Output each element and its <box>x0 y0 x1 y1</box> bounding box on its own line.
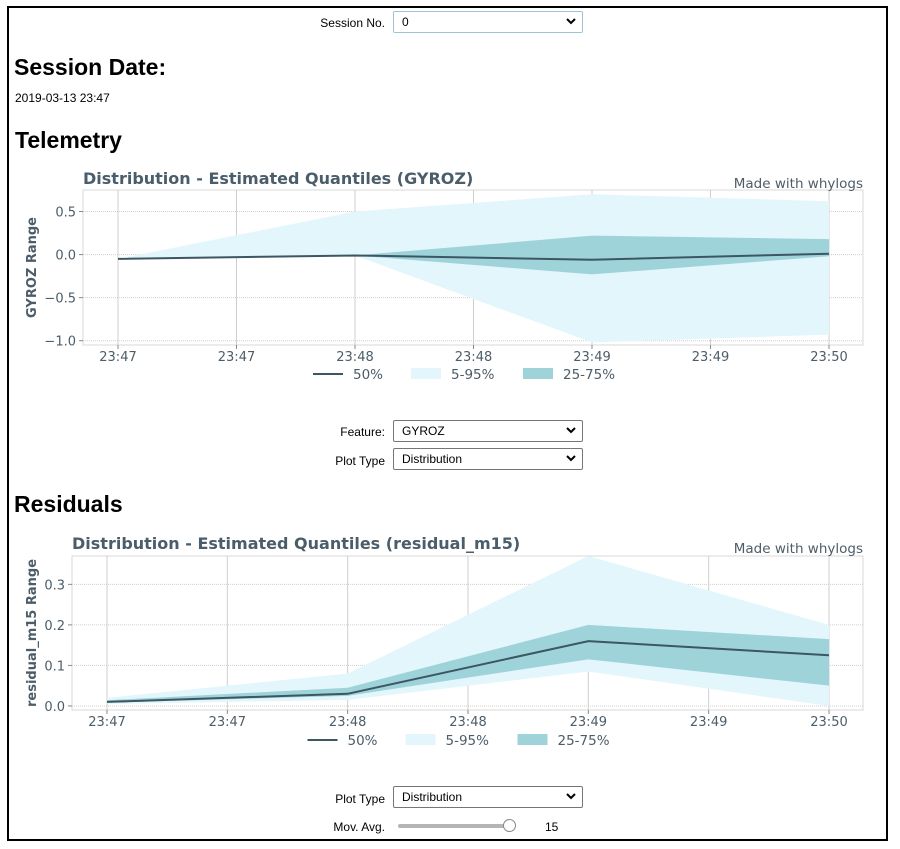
legend-swatch-5-95 <box>405 734 436 745</box>
x-tick-label: 23:50 <box>810 350 847 365</box>
band-5-95 <box>118 194 829 343</box>
mov-avg-label: Mov. Avg. <box>333 820 385 834</box>
x-tick-label: 23:48 <box>336 350 373 365</box>
band-5-95 <box>107 556 829 706</box>
y-tick-label: 0.5 <box>55 206 76 221</box>
median-line <box>117 252 830 261</box>
x-tick-label: 23:47 <box>99 350 136 365</box>
legend-label-median: 50% <box>353 367 383 383</box>
session-date-value: 2019-03-13 23:47 <box>15 91 110 105</box>
x-tick-label: 23:49 <box>690 715 727 730</box>
chevron-down-icon <box>566 427 576 434</box>
mov-avg-slider-track[interactable] <box>398 824 510 828</box>
chevron-down-icon <box>566 455 576 462</box>
session-label: Session No. <box>320 16 385 30</box>
feature-select-value: GYROZ <box>402 424 445 438</box>
x-tick-label: 23:48 <box>329 715 366 730</box>
legend-label-25-75: 25-75% <box>558 733 610 749</box>
y-tick-label: −0.5 <box>44 292 76 307</box>
telemetry-plot-type-value: Distribution <box>402 452 463 466</box>
x-tick-label: 23:47 <box>209 715 246 730</box>
residuals-heading: Residuals <box>14 491 123 517</box>
y-tick-label: 0.1 <box>44 659 65 674</box>
legend-label-25-75: 25-75% <box>563 367 615 383</box>
median-line <box>106 640 830 703</box>
chart-watermark: Made with whylogs <box>734 176 863 192</box>
x-tick-label: 23:49 <box>573 350 610 365</box>
feature-label: Feature: <box>340 425 385 439</box>
y-tick-label: 0.3 <box>44 578 65 593</box>
x-tick-label: 23:49 <box>570 715 607 730</box>
chevron-down-icon <box>566 793 576 800</box>
y-axis-label: GYROZ Range <box>25 217 40 318</box>
y-axis-label: residual_m15 Range <box>25 559 40 707</box>
telemetry-heading: Telemetry <box>15 127 122 153</box>
chart-title: Distribution - Estimated Quantiles (GYRO… <box>83 169 473 188</box>
x-tick-label: 23:47 <box>88 715 125 730</box>
telemetry-plot-type-select[interactable]: Distribution <box>393 448 583 470</box>
legend-label-median: 50% <box>348 733 378 749</box>
y-tick-label: 0.0 <box>55 249 76 264</box>
x-tick-label: 23:50 <box>810 715 847 730</box>
legend-swatch-25-75 <box>517 734 548 745</box>
page-frame <box>7 6 888 841</box>
legend-swatch-25-75 <box>523 368 553 379</box>
legend-swatch-5-95 <box>411 368 441 379</box>
session-select[interactable]: 0 <box>393 11 583 33</box>
residuals-plot-type-select[interactable]: Distribution <box>393 786 583 808</box>
x-tick-label: 23:49 <box>692 350 729 365</box>
chart-title: Distribution - Estimated Quantiles (resi… <box>72 534 520 553</box>
telemetry-plot-type-label: Plot Type <box>335 454 385 468</box>
y-tick-label: 0.0 <box>44 700 65 715</box>
legend-label-5-95: 5-95% <box>451 367 495 383</box>
legend-label-5-95: 5-95% <box>446 733 490 749</box>
x-tick-label: 23:48 <box>455 350 492 365</box>
mov-avg-slider-thumb[interactable] <box>503 819 516 832</box>
chart-watermark: Made with whylogs <box>734 541 863 557</box>
chevron-down-icon <box>566 18 576 25</box>
session-date-heading: Session Date: <box>14 54 167 80</box>
residuals-plot-type-label: Plot Type <box>335 792 385 806</box>
session-select-value: 0 <box>402 15 409 29</box>
x-tick-label: 23:48 <box>449 715 486 730</box>
y-tick-label: 0.2 <box>44 619 65 634</box>
x-tick-label: 23:47 <box>218 350 255 365</box>
band-25-75 <box>118 235 829 275</box>
residuals-plot-type-value: Distribution <box>402 790 463 804</box>
mov-avg-value: 15 <box>545 820 559 834</box>
feature-select[interactable]: GYROZ <box>393 420 583 442</box>
y-tick-label: −1.0 <box>44 335 76 350</box>
